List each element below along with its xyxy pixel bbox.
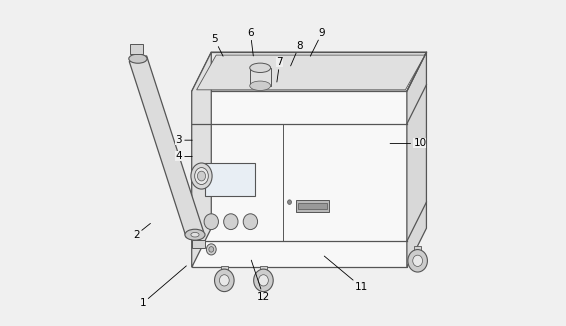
Ellipse shape [259, 275, 268, 286]
Ellipse shape [129, 54, 147, 63]
Bar [260, 266, 267, 271]
Polygon shape [407, 52, 426, 267]
Ellipse shape [195, 168, 208, 185]
Bar [192, 91, 407, 267]
Ellipse shape [209, 246, 214, 252]
Text: 9: 9 [310, 28, 325, 56]
Ellipse shape [207, 244, 216, 255]
Ellipse shape [254, 269, 273, 292]
Ellipse shape [191, 163, 212, 189]
Polygon shape [192, 52, 211, 267]
Polygon shape [196, 55, 425, 90]
Ellipse shape [243, 214, 258, 230]
Bar [296, 200, 329, 212]
Ellipse shape [185, 229, 205, 240]
Ellipse shape [288, 200, 291, 204]
Bar [205, 163, 255, 196]
Ellipse shape [215, 269, 234, 292]
Ellipse shape [224, 214, 238, 230]
Ellipse shape [220, 275, 229, 286]
Text: 10: 10 [390, 139, 427, 148]
Polygon shape [192, 52, 426, 91]
Ellipse shape [413, 255, 423, 266]
Text: 12: 12 [251, 260, 270, 302]
Text: 4: 4 [175, 152, 192, 161]
Text: 7: 7 [276, 57, 283, 82]
Text: 11: 11 [324, 256, 368, 292]
Ellipse shape [204, 214, 218, 230]
Ellipse shape [191, 232, 199, 237]
Text: 8: 8 [290, 41, 303, 66]
Bar [192, 240, 205, 248]
Ellipse shape [250, 81, 271, 90]
Bar [298, 203, 327, 209]
Ellipse shape [408, 250, 427, 272]
Ellipse shape [250, 63, 271, 72]
Bar [414, 246, 421, 251]
Bar [250, 68, 271, 86]
Text: 3: 3 [175, 135, 192, 145]
Text: 2: 2 [133, 223, 151, 240]
Text: 1: 1 [139, 266, 186, 308]
Ellipse shape [198, 171, 205, 181]
Text: 5: 5 [211, 34, 223, 56]
Bar [130, 44, 143, 54]
Bar [221, 266, 228, 271]
Text: 6: 6 [247, 28, 254, 56]
Polygon shape [129, 56, 204, 238]
